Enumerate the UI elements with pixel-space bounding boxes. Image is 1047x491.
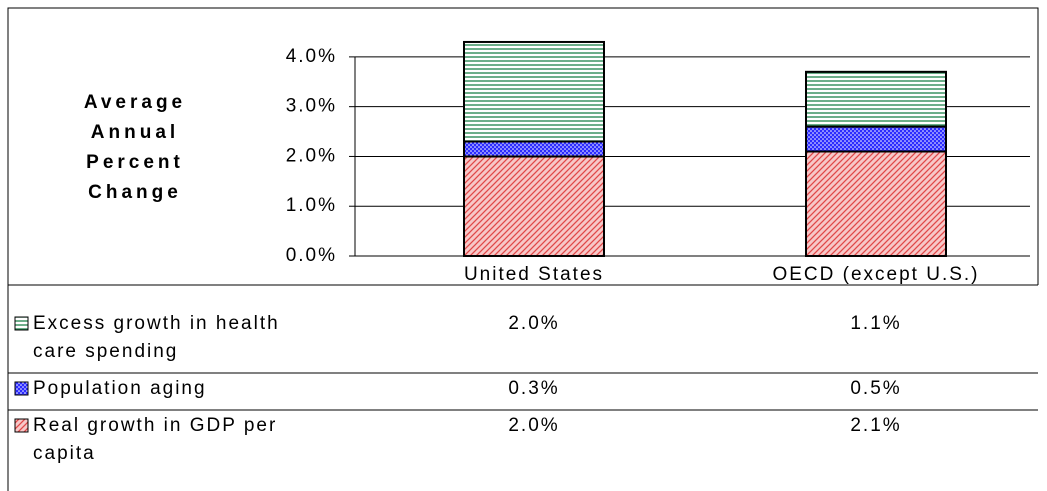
- x-tick-label: United States: [464, 264, 604, 285]
- frame: [7, 7, 1039, 491]
- bar-segment: [805, 70, 947, 128]
- legend-swatch: [14, 316, 29, 331]
- bar-segment: [805, 150, 947, 257]
- y-tick-label: 3.0%: [286, 96, 337, 117]
- y-axis-title: Average Annual Percent Change: [83, 92, 187, 203]
- y-tick-label: 1.0%: [286, 195, 337, 216]
- value-label: 1.1%: [850, 313, 902, 334]
- x-tick-label: OECD (except U.S.): [772, 264, 979, 285]
- legend-label: Real growth in GDP per capita: [33, 415, 278, 464]
- legend-label: Excess growth in health care spending: [33, 313, 280, 362]
- value-label: 2.1%: [850, 415, 902, 436]
- y-tick-label: 4.0%: [286, 46, 337, 67]
- legend-label: Population aging: [33, 378, 207, 399]
- bar-segment: [463, 40, 605, 143]
- bar-segment: [463, 155, 605, 257]
- bar-segment: [463, 140, 605, 158]
- value-label: 0.5%: [850, 378, 902, 399]
- legend-swatch: [14, 418, 29, 433]
- legend-swatch: [14, 381, 29, 396]
- y-tick-label: 2.0%: [286, 145, 337, 166]
- bar-segment: [805, 125, 947, 153]
- value-label: 0.3%: [508, 378, 560, 399]
- value-label: 2.0%: [508, 313, 560, 334]
- y-tick-label: 0.0%: [286, 245, 337, 266]
- value-label: 2.0%: [508, 415, 560, 436]
